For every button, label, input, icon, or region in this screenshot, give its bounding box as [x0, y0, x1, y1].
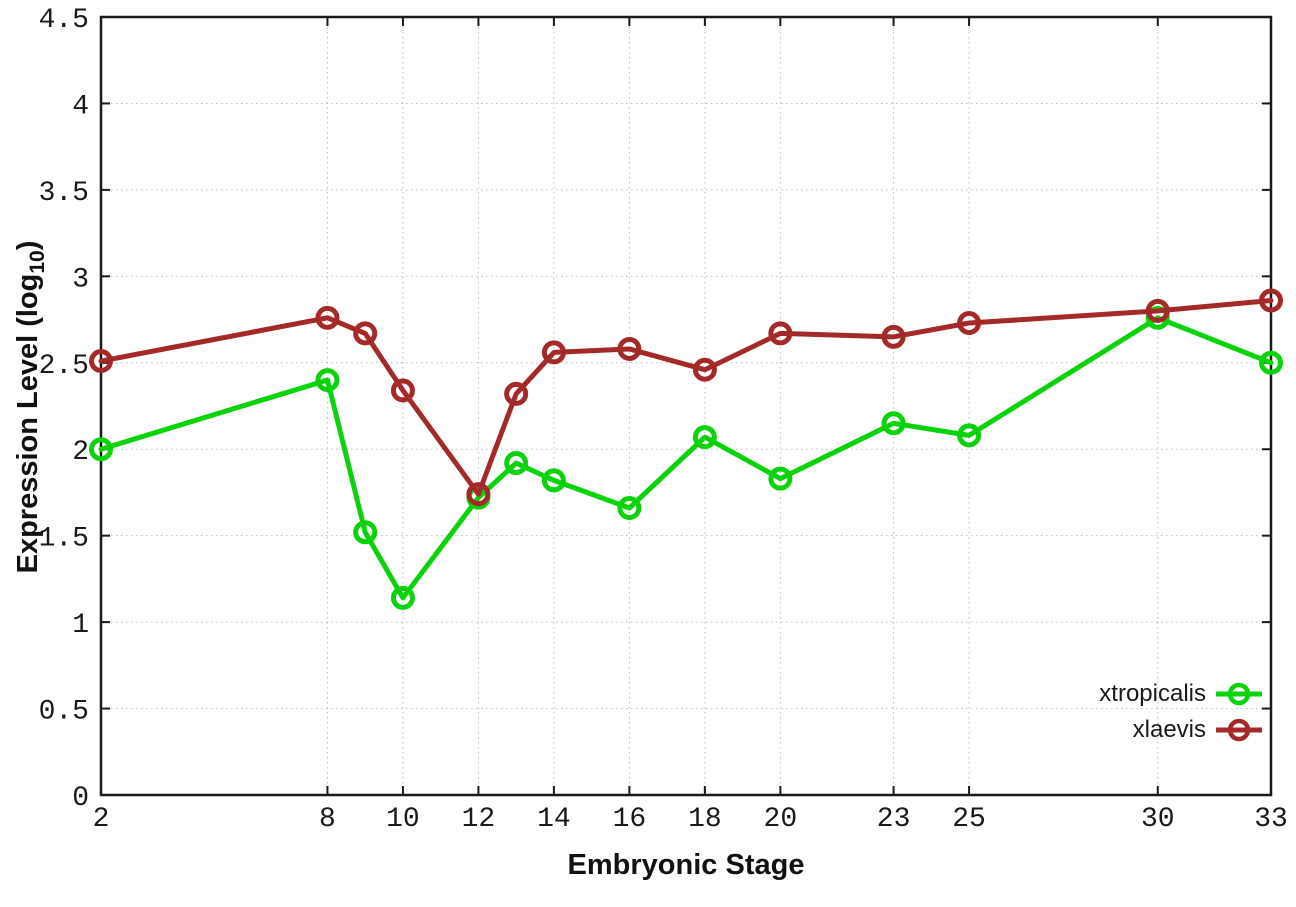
data-point-xtropicalis: [89, 437, 113, 462]
x-tick-label: 18: [688, 804, 722, 835]
legend-item-xlaevis: xlaevis: [1133, 712, 1262, 747]
legend-sample-marker-icon: [1227, 682, 1251, 705]
data-point-xlaevis: [957, 311, 982, 336]
data-point-xlaevis: [315, 305, 340, 330]
y-tick-label: 2.5: [39, 351, 89, 382]
data-point-xtropicalis: [315, 368, 340, 393]
x-tick-label: 30: [1141, 804, 1175, 835]
y-tick-label: 3.5: [39, 178, 89, 209]
data-point-xlaevis: [881, 324, 906, 349]
x-tick-label: 10: [386, 804, 420, 835]
legend: xtropicalis xlaevis: [1099, 676, 1262, 747]
y-axis-title-text: Expression Level (log: [12, 273, 44, 574]
y-axis-title-subscript: 10: [25, 250, 49, 274]
legend-sample-xtropicalis: [1216, 682, 1262, 705]
x-tick-label: 33: [1254, 804, 1288, 835]
legend-sample-xlaevis: [1216, 718, 1262, 741]
data-point-xtropicalis: [768, 466, 793, 491]
plot-border: [99, 15, 1273, 797]
x-tick-label: 23: [877, 804, 911, 835]
data-point-xlaevis: [1145, 298, 1170, 323]
data-point-xtropicalis: [692, 425, 717, 450]
data-point-xtropicalis: [617, 496, 642, 521]
data-point-xlaevis: [1259, 288, 1283, 313]
data-point-xlaevis: [353, 321, 378, 346]
x-tick-label: 8: [319, 804, 336, 835]
y-axis-title-close: ): [12, 240, 44, 251]
legend-label-xlaevis: xlaevis: [1132, 715, 1206, 743]
x-tick-label: 16: [613, 804, 647, 835]
y-tick-label: 4: [72, 91, 89, 122]
data-point-xtropicalis: [957, 423, 982, 448]
data-point-xlaevis: [541, 340, 566, 365]
x-tick-label: 20: [764, 804, 798, 835]
data-point-xtropicalis: [353, 520, 378, 545]
x-tick-label: 2: [93, 804, 110, 835]
x-tick-label: 25: [952, 804, 986, 835]
y-tick-label: 3: [72, 264, 89, 295]
data-point-xlaevis: [466, 482, 491, 507]
y-tick-label: 4.5: [39, 5, 89, 36]
legend-label-xtropicalis: xtropicalis: [1099, 679, 1206, 707]
series-line-xtropicalis: [98, 315, 1274, 601]
data-point-xtropicalis: [1259, 350, 1283, 375]
y-axis-title: Expression Level (log10): [12, 157, 49, 657]
y-tick-label: 1.5: [39, 524, 89, 555]
data-point-xlaevis: [768, 321, 793, 346]
data-point-xlaevis: [504, 381, 529, 406]
y-tick-label: 0.5: [39, 697, 89, 728]
data-point-xtropicalis: [390, 585, 415, 610]
legend-item-xtropicalis: xtropicalis: [1099, 676, 1262, 711]
x-axis-title: Embryonic Stage: [567, 849, 805, 881]
y-tick-label: 0: [72, 783, 89, 814]
y-tick-label: 1: [72, 610, 89, 641]
data-point-xlaevis: [89, 349, 113, 374]
data-point-xtropicalis: [541, 468, 566, 493]
y-tick-label: 2: [72, 437, 89, 468]
x-tick-label: 14: [537, 804, 571, 835]
data-point-xlaevis: [692, 357, 717, 382]
data-point-xlaevis: [390, 378, 415, 403]
data-point-xtropicalis: [881, 411, 906, 436]
legend-sample-marker-icon: [1227, 718, 1251, 741]
data-point-xlaevis: [617, 336, 642, 361]
data-point-xtropicalis: [504, 451, 529, 476]
x-tick-label: 12: [462, 804, 496, 835]
